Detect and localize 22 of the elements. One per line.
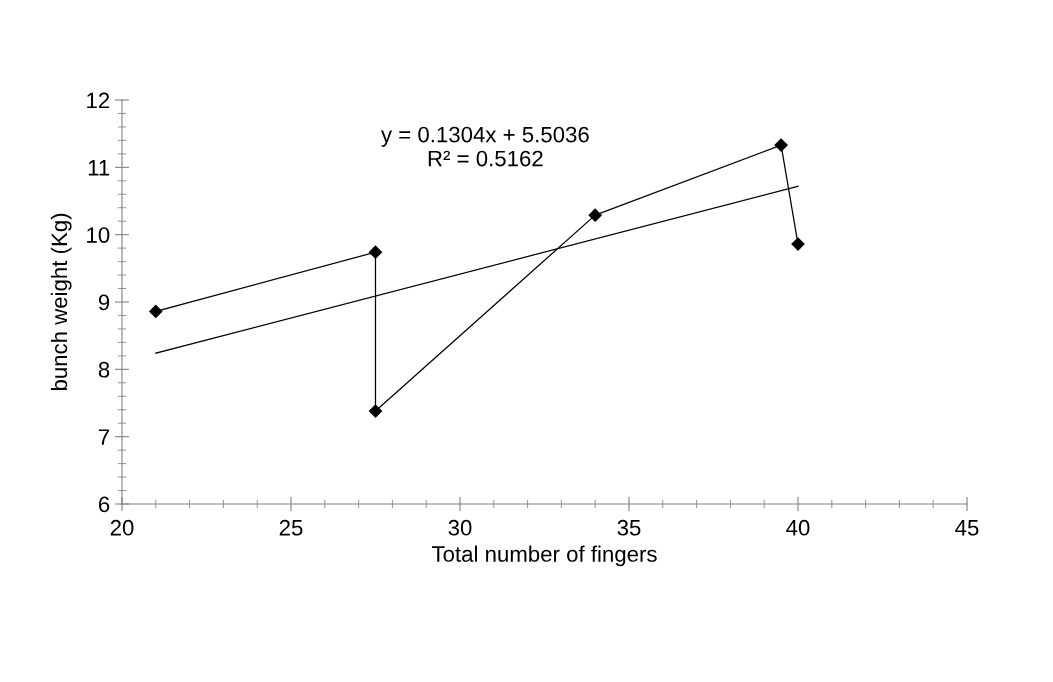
y-tick-label: 9 (98, 294, 110, 311)
x-tick-label: 25 (279, 519, 303, 536)
y-tick-label: 10 (87, 227, 110, 243)
x-tick-label: 35 (617, 519, 641, 536)
annotation: y = 0.1304x + 5.5036 R² = 0.5162 (381, 126, 589, 167)
point (774, 138, 788, 152)
point (588, 208, 602, 222)
x-tick-label: 45 (955, 520, 979, 536)
y-axis-title: bunch weight (Kg) (50, 213, 72, 391)
x-tick-label: 30 (448, 519, 472, 536)
point (149, 304, 163, 319)
y-tick-label: 12 (87, 92, 110, 109)
y-tick-label: 7 (98, 429, 110, 445)
point (368, 245, 383, 259)
point (368, 404, 383, 418)
point (791, 237, 805, 251)
y-tick-label: 11 (88, 160, 110, 176)
x-tick-label: 40 (786, 519, 810, 536)
y-tick-label: 8 (98, 361, 110, 378)
y-tick-label: 6 (98, 496, 110, 513)
x-axis-title: Total number of fingers (431, 545, 657, 567)
x-tick-label: 20 (110, 519, 134, 536)
